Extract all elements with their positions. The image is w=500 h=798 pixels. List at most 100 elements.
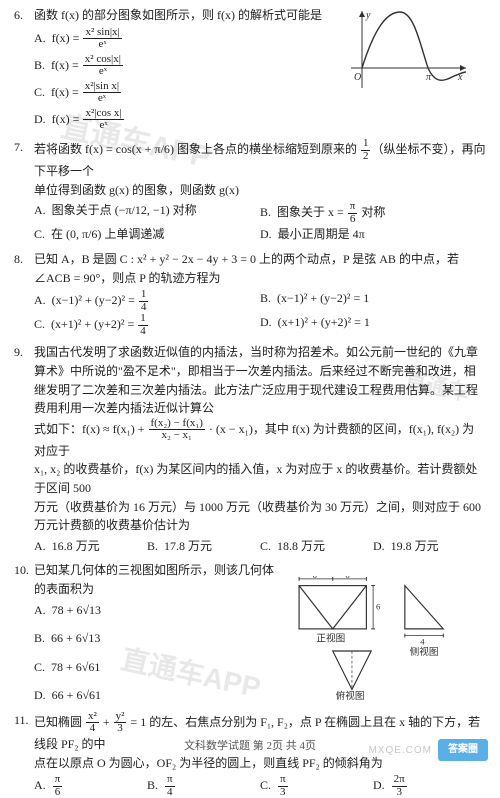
option-b: B. 66 + 6√13 [34, 629, 276, 648]
option-text: 19.8 万元 [391, 539, 439, 553]
point: (−π/12, −1) [115, 203, 170, 217]
frac-den: eˣ [83, 93, 121, 105]
frac-den: x₂ − x₁ [149, 430, 205, 442]
frac-den: 4 [86, 723, 99, 735]
option-b: B. 图象关于 x = π6 对称 [260, 201, 486, 225]
option-a: A. f(x) = x² sin|x|eˣ [34, 27, 346, 51]
stem-text: 万元（收费基价为 16 万元）与 1000 万元（收费基价为 30 万元）之间，… [34, 500, 481, 533]
option-text: 17.8 万元 [164, 539, 212, 553]
frac-den: eˣ [83, 66, 123, 78]
option-text: 16.8 万元 [52, 539, 100, 553]
function-graph: O y x π [348, 8, 468, 93]
option-text: 对称 [358, 205, 385, 219]
frac-den: 4 [165, 787, 175, 798]
stem-text: 我国古代发明了求函数近似值的内插法，当时称为招差术。如公元前一世纪的《九章算术》… [34, 345, 478, 415]
svg-text:6: 6 [345, 576, 350, 580]
option-b: B. 17.8 万元 [147, 537, 260, 556]
option-text: (x+1)² + (y+2)² = [51, 317, 137, 331]
option-c: C. 18.8 万元 [260, 537, 373, 556]
svg-text:4: 4 [420, 637, 425, 647]
option-text: 66 + 6√13 [51, 631, 100, 645]
option-text: 在 [51, 227, 66, 241]
problem-6: 6. 函数 f(x) 的部分图象如图所示，则 f(x) 的解析式可能是 A. f… [14, 6, 486, 132]
option-text: 图象关于点 [52, 203, 115, 217]
option-text: 对称 [170, 203, 197, 217]
frac-den: eˣ [83, 120, 123, 132]
option-d: D. 2π3 [373, 774, 486, 798]
problem-10: 10. 已知某几何体的三视图如图所示，则该几何体的表面积为 A. 78 + 6√… [14, 561, 486, 705]
stem-text: 已知椭圆 [34, 715, 85, 729]
option-a: A. (x−1)² + (y−2)² = 14 [34, 289, 260, 313]
site-watermark: MXQE.COM [368, 743, 432, 759]
y-axis-label: y [365, 10, 371, 21]
option-a: A. π6 [34, 774, 147, 798]
frac-num: π [165, 774, 175, 787]
frac-den: 3 [114, 723, 127, 735]
frac-den: 3 [278, 787, 288, 798]
view-label: 俯视图 [336, 690, 365, 701]
frac-num: π [348, 201, 358, 214]
option-b: B. (x−1)² + (y−2)² = 1 [260, 289, 486, 313]
option-text: (x+1)² + (y+2)² = 1 [278, 315, 370, 329]
svg-text:6: 6 [313, 576, 318, 580]
frac-den: eˣ [83, 39, 121, 51]
option-text: 66 + 6√61 [52, 688, 101, 702]
option-c: C. (x+1)² + (y+2)² = 14 [34, 313, 260, 337]
problem-number: 8. [14, 250, 34, 287]
frac-num: π [278, 774, 288, 787]
origin-label: O [354, 72, 361, 83]
option-text: 最小正周期是 4π [278, 227, 365, 241]
frac-den: 3 [392, 787, 407, 798]
problem-stem: 已知 A，B 是圆 C : x² + y² − 2x − 4y + 3 = 0 … [34, 250, 486, 287]
option-text: (x−1)² + (y−2)² = [52, 293, 138, 307]
problem-number: 6. [14, 6, 34, 25]
frac-den: 6 [53, 787, 63, 798]
view-label: 正视图 [316, 633, 345, 645]
option-text: f(x) = [51, 57, 82, 71]
frac-den: 4 [138, 326, 148, 338]
frac-num: π [53, 774, 63, 787]
option-text: 78 + 6√61 [51, 660, 100, 674]
option-c: C. π3 [260, 774, 373, 798]
problem-9: 9. 我国古代发明了求函数近似值的内插法，当时称为招差术。如公元前一世纪的《九章… [14, 343, 486, 555]
side-view: 4 侧视图 [405, 586, 443, 658]
option-text: (x−1)² + (y−2)² = 1 [277, 291, 369, 305]
option-a: A. 78 + 6√13 [34, 601, 276, 620]
front-view: 6 6 6 正视图 [299, 576, 381, 644]
answer-badge: 答案圈 [438, 739, 488, 761]
option-text: 图象关于 x = [277, 205, 347, 219]
option-text: 18.8 万元 [277, 539, 325, 553]
problem-number: 7. [14, 138, 34, 199]
problem-number: 10. [14, 561, 34, 598]
plus: + [100, 715, 113, 729]
stem-text: 式如下：f(x) ≈ f(x₁) + [34, 421, 148, 435]
problem-8: 8. 已知 A，B 是圆 C : x² + y² − 2x − 4y + 3 =… [14, 250, 486, 337]
problem-7: 7. 若将函数 f(x) = cos(x + π/6) 图象上各点的横坐标缩短到… [14, 138, 486, 244]
option-b: B. π4 [147, 774, 260, 798]
option-d: D. 19.8 万元 [373, 537, 486, 556]
option-a: A. 16.8 万元 [34, 537, 147, 556]
interval: (0, π/6) [66, 227, 101, 241]
top-view: 俯视图 [333, 651, 371, 701]
option-text: f(x) = [51, 85, 82, 99]
stem-text: 单位得到函数 g(x) 的图象，则函数 g(x) [34, 183, 239, 197]
view-label: 侧视图 [410, 646, 439, 658]
option-b: B. f(x) = x² cos|x|eˣ [34, 54, 346, 78]
option-d: D. 66 + 6√61 [34, 686, 276, 705]
frac-num: 1 [138, 313, 148, 326]
option-text: f(x) = [52, 30, 83, 44]
option-c: C. 在 (0, π/6) 上单调递减 [34, 225, 260, 244]
stem-text: x₁, x₂ 的收费基价，f(x) 为某区间内的插入值，x 为对应于 x 的收费… [34, 462, 477, 495]
option-text: 上单调递减 [101, 227, 164, 241]
frac-num: 1 [139, 289, 149, 302]
option-d: D. f(x) = x²|cos x|eˣ [34, 108, 346, 132]
cos-arg: x + π/6 [136, 142, 170, 156]
stem-text: 图象上各点的横坐标缩短到原来的 [174, 142, 360, 156]
option-c: C. 78 + 6√61 [34, 658, 276, 677]
frac-num: 1 [361, 138, 371, 151]
option-text: f(x) = [52, 112, 83, 126]
problem-stem: 若将函数 f(x) = cos(x + π/6) 图象上各点的横坐标缩短到原来的… [34, 138, 486, 199]
frac-den: 2 [361, 151, 371, 163]
frac-den: 6 [348, 214, 358, 226]
svg-text:6: 6 [376, 602, 381, 612]
